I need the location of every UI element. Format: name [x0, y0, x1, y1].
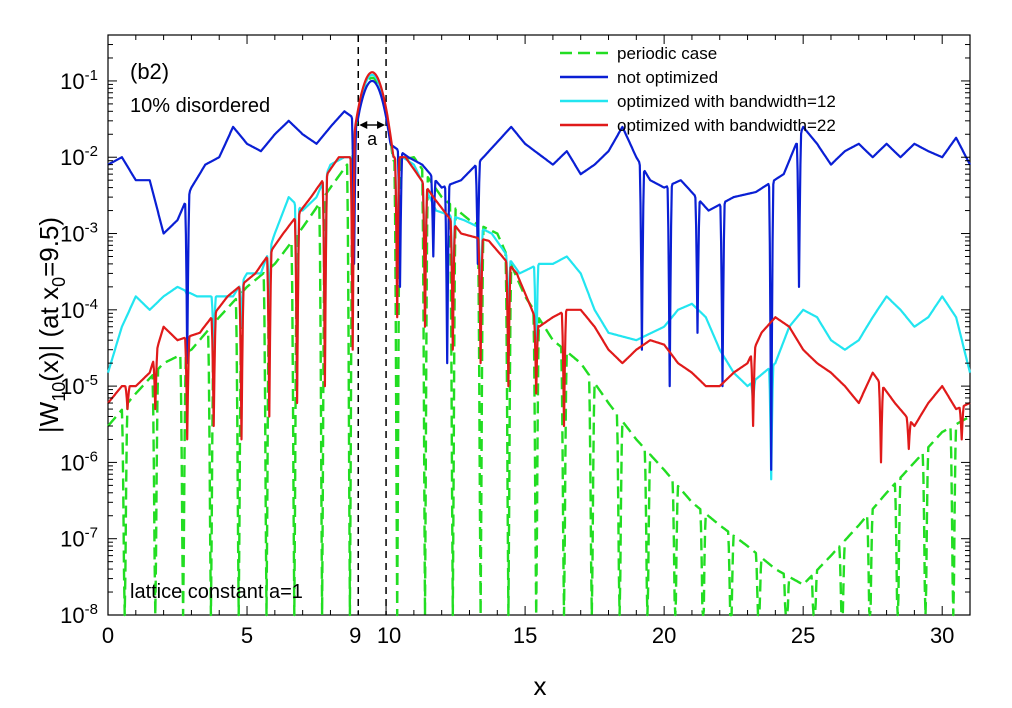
x-tick-label-5: 5	[241, 623, 253, 648]
plot-frame	[107, 34, 971, 616]
series-line-periodic-case	[107, 76, 971, 617]
y-axis-title-end: =9.5)	[34, 217, 64, 277]
lattice-arrow-head-right	[377, 121, 386, 129]
y-tick-label--4: 10-4	[60, 296, 98, 323]
x-tick-label-30: 30	[930, 623, 954, 648]
x-tick-label-0: 0	[102, 623, 114, 648]
legend: periodic case not optimized optimized with…	[560, 44, 836, 135]
series-layer	[106, 71, 972, 617]
legend-label-1: not optimized	[617, 68, 718, 87]
legend-label-2: optimized with bandwidth=12	[617, 92, 836, 111]
y-tick-labels: 10-1 10-2 10-3 10-4 10-5 10-6 10-7 10-8	[60, 67, 98, 628]
lattice-arrow-head-left	[359, 121, 368, 129]
y-axis-title: |W10(x)| (at x0=9.5)	[34, 217, 69, 433]
x-tick-label-20: 20	[652, 623, 676, 648]
x-tick-labels: 0 5 9 10 15 20 25 30	[102, 623, 955, 648]
lattice-label: lattice constant a=1	[130, 581, 303, 603]
y-tick-label--1: 10-1	[60, 67, 98, 94]
axis-ticks	[107, 34, 971, 616]
series-line-not-optimized	[107, 79, 971, 471]
lattice-arrow: a	[359, 121, 386, 149]
y-tick-label--5: 10-5	[60, 372, 98, 399]
plot-frame-group	[107, 34, 971, 616]
y-axis-title-sub2: 0	[49, 277, 69, 287]
x-axis-title: x	[534, 671, 547, 701]
reference-lines	[357, 35, 387, 615]
legend-label-0: periodic case	[617, 44, 717, 63]
y-tick-label--2: 10-2	[60, 143, 98, 170]
y-axis-title-main: |W	[34, 401, 64, 433]
x-tick-label-10: 10	[377, 623, 401, 648]
y-tick-label--3: 10-3	[60, 220, 98, 247]
panel-label: (b2)	[130, 59, 169, 84]
x-tick-label-9: 9	[349, 623, 361, 648]
y-axis-title-mid: (x)| (at x	[34, 287, 64, 382]
disorder-label: 10% disordered	[130, 95, 270, 117]
series-line-optimized-with-bandwidth-12	[106, 73, 972, 481]
series-line-optimized-with-bandwidth-22	[107, 71, 971, 464]
y-tick-label--6: 10-6	[60, 448, 98, 475]
x-tick-label-25: 25	[791, 623, 815, 648]
lattice-arrow-label: a	[367, 129, 378, 149]
legend-label-3: optimized with bandwidth=22	[617, 116, 836, 135]
y-axis-title-sub: 10	[49, 382, 69, 402]
x-tick-label-15: 15	[513, 623, 537, 648]
y-tick-label--7: 10-7	[60, 525, 98, 552]
y-tick-label--8: 10-8	[60, 601, 98, 628]
